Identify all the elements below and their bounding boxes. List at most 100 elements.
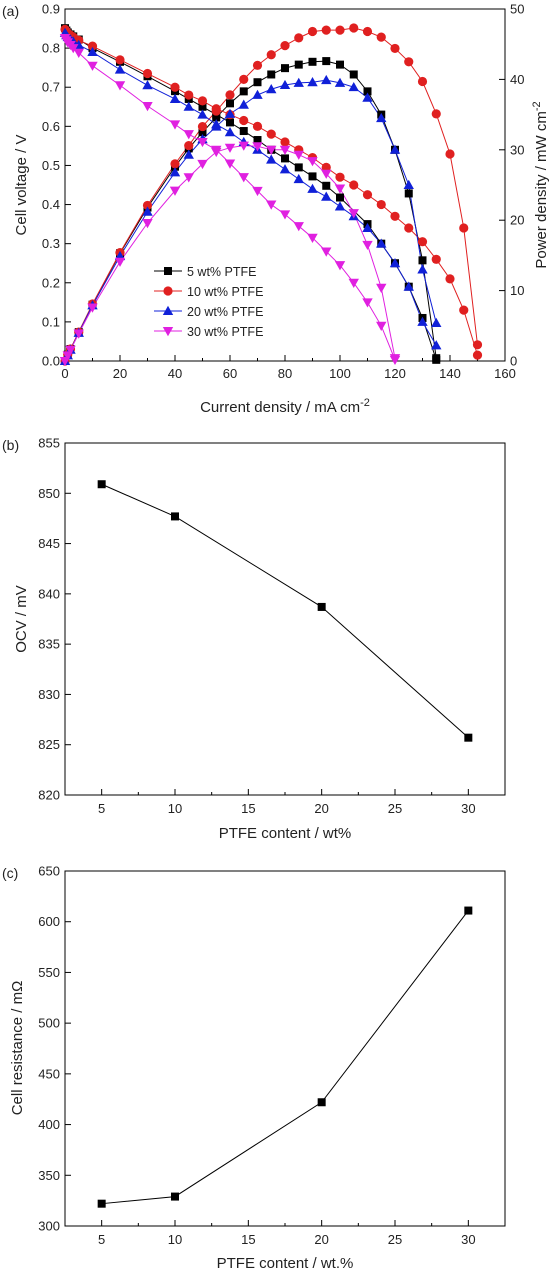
voltage-point	[472, 350, 483, 360]
axis-ticks-b	[65, 442, 469, 796]
voltage-point	[224, 127, 236, 137]
x-tick-label: 60	[223, 366, 237, 381]
power-curve	[64, 145, 396, 362]
voltage-point	[87, 61, 98, 71]
x-tick-label: 25	[388, 801, 402, 816]
voltage-point	[431, 340, 442, 350]
voltage-point	[445, 274, 455, 284]
x-axis-title-a: Current density / mA cm-2	[200, 397, 370, 416]
power-point	[65, 345, 76, 355]
data-point	[171, 1192, 179, 1201]
power-point	[142, 219, 153, 229]
power-point	[404, 57, 414, 67]
y2-tick-label: 30	[510, 142, 524, 157]
power-point	[389, 354, 401, 364]
legend-marker	[163, 286, 173, 296]
x-tick-label: 120	[384, 366, 406, 381]
power-point	[266, 84, 277, 94]
panel-label-b: (b)	[2, 437, 19, 453]
power-point	[184, 140, 194, 151]
power-point	[252, 142, 263, 152]
power-point	[224, 143, 236, 153]
voltage-point	[362, 222, 373, 233]
data-point	[171, 512, 179, 521]
voltage-point	[239, 127, 248, 136]
voltage-point	[362, 298, 373, 308]
power-point	[211, 147, 222, 158]
x-tick-label: 80	[278, 366, 292, 381]
y-tick-labels-b: 820 825 830 835 840 845 850 855	[38, 436, 60, 803]
power-point	[294, 60, 303, 69]
voltage-point	[417, 316, 428, 326]
y-tick-label: 0.5	[42, 158, 60, 173]
x-tick-labels-b: 5 10 15 20 25 30	[98, 801, 476, 816]
y-tick-label: 0.6	[42, 119, 60, 134]
power-point	[376, 283, 387, 293]
voltage-point	[293, 173, 304, 184]
power-point	[321, 25, 331, 35]
y-tick-label: 400	[38, 1117, 60, 1132]
voltage-point	[280, 137, 290, 147]
voltage-point	[197, 109, 208, 119]
voltage-point	[115, 55, 125, 65]
x-tick-label: 40	[168, 366, 182, 381]
y-tick-label: 300	[38, 1219, 60, 1234]
power-point	[334, 77, 346, 87]
series-layer-b	[97, 480, 473, 742]
x-tick-label: 20	[314, 801, 328, 816]
voltage-point	[321, 162, 331, 172]
legend-marker	[162, 327, 174, 337]
legend-marker	[162, 305, 174, 315]
power-point	[335, 25, 345, 35]
voltage-point	[459, 305, 469, 315]
power-point	[224, 108, 236, 118]
voltage-point	[266, 154, 277, 164]
plot-frame-c	[64, 870, 506, 1227]
plot-frame-b	[64, 442, 506, 796]
voltage-point	[279, 164, 291, 174]
power-point	[294, 33, 304, 43]
power-point	[197, 159, 208, 170]
power-point	[348, 81, 359, 92]
voltage-point	[252, 121, 263, 131]
voltage-point	[348, 278, 359, 288]
y-tick-label: 840	[38, 586, 60, 601]
x-tick-label: 20	[314, 1232, 328, 1247]
voltage-point	[197, 137, 208, 148]
voltage-point	[169, 120, 181, 130]
data-point	[97, 480, 106, 489]
y-tick-label: 600	[38, 914, 60, 929]
data-point	[317, 602, 326, 611]
power-point	[211, 121, 222, 131]
x-tick-label: 25	[388, 1232, 402, 1247]
power-point	[403, 179, 414, 189]
power-point	[142, 206, 153, 216]
voltage-point	[183, 101, 194, 111]
voltage-point	[307, 233, 318, 243]
y-tick-label: 0.9	[42, 2, 60, 17]
voltage-point	[253, 136, 262, 145]
y2-tick-label: 20	[510, 213, 524, 228]
voltage-point	[142, 80, 153, 90]
power-point	[280, 41, 290, 51]
panel-b: (b) 820 825 830 835 840 845 850 855 5 10…	[2, 436, 506, 842]
voltage-point	[266, 200, 277, 210]
x-tick-label: 10	[168, 801, 182, 816]
x-tick-label: 100	[329, 366, 351, 381]
y-tick-label: 850	[38, 486, 60, 501]
y-tick-label: 550	[38, 965, 60, 980]
x-tick-label: 10	[168, 1232, 182, 1247]
x-tick-label: 30	[461, 1232, 475, 1247]
data-point	[97, 1199, 106, 1208]
data-point	[464, 906, 473, 915]
voltage-point	[321, 247, 332, 257]
voltage-point	[226, 118, 234, 127]
y-tick-labels-c: 300 350 400 450 500 550 600 650	[38, 864, 60, 1234]
power-point	[445, 149, 455, 159]
y-tick-label: 0.0	[42, 354, 60, 369]
power-point	[459, 223, 469, 233]
y2-tick-labels-a: 0 10 20 30 40 50	[510, 2, 524, 369]
voltage-point	[224, 159, 236, 169]
power-point	[252, 89, 263, 99]
power-point	[238, 141, 249, 151]
